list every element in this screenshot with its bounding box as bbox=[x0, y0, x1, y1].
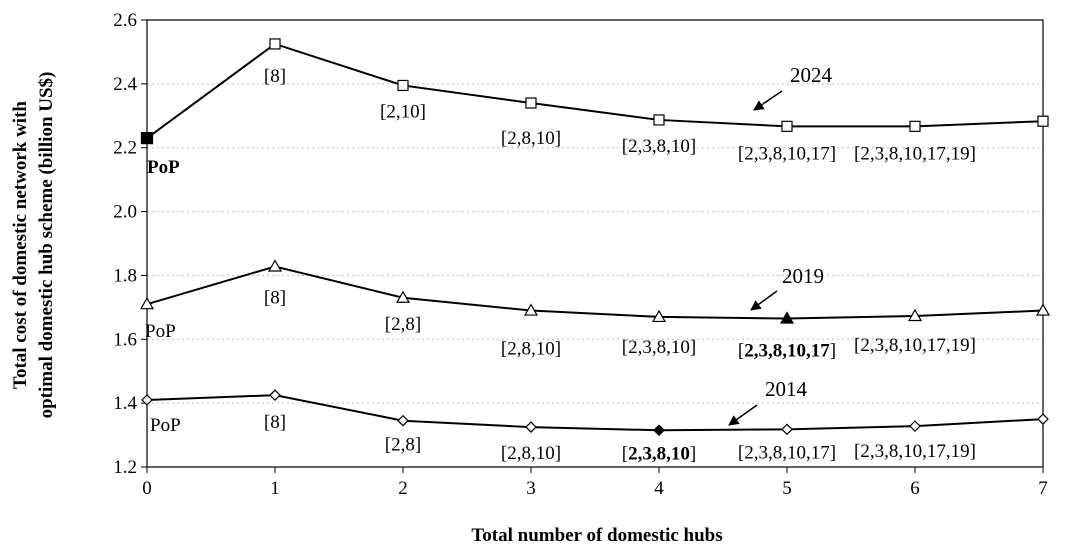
y-tick-label: 2.4 bbox=[113, 74, 137, 95]
axes-layer: 1.2 1.4 1.6 1.8 2.0 2.2 2.4 2.6 0 1 2 3 4 5 6 7 bbox=[113, 10, 1048, 499]
series-2019-point bbox=[395, 290, 411, 303]
series-2019-point bbox=[1035, 303, 1051, 316]
series-2019-point bbox=[139, 296, 155, 310]
x-tick-label: 3 bbox=[526, 478, 536, 499]
series-2019-point bbox=[779, 311, 795, 324]
point-label-2014: [2,8,10] bbox=[501, 443, 561, 464]
series-2014-point bbox=[397, 414, 409, 427]
point-label-2019: [2,3,8,10] bbox=[622, 337, 696, 358]
x-tick-label: 0 bbox=[142, 478, 152, 499]
y-axis-title-line-2: optimal domestic hub scheme (billion US$… bbox=[36, 72, 57, 419]
point-label-2019: [2,8,10] bbox=[501, 339, 561, 360]
bracket-close: ] bbox=[830, 341, 836, 362]
bracket-open: [ bbox=[738, 341, 744, 362]
x-tick-label: 2 bbox=[398, 478, 408, 499]
y-tick-label: 1.4 bbox=[113, 393, 137, 414]
x-tick-label: 1 bbox=[270, 478, 280, 499]
point-label-2014: [2,3,8,10,17] bbox=[738, 442, 836, 463]
series-2019-point bbox=[907, 308, 923, 322]
point-label-2024: [8] bbox=[264, 66, 286, 87]
series-2014-point bbox=[141, 394, 153, 406]
series-2014-point bbox=[525, 421, 537, 433]
bold-hub-set: 2,3,8,10,17 bbox=[744, 341, 830, 362]
point-label-2024: PoP bbox=[147, 157, 180, 178]
series-layer bbox=[139, 38, 1051, 437]
x-tick-label: 5 bbox=[782, 478, 792, 499]
series-2024-point bbox=[397, 79, 409, 92]
point-label-2014: [2,3,8,10] bbox=[622, 443, 696, 464]
series-name-2014: 2014 bbox=[765, 377, 808, 401]
point-label-2014: PoP bbox=[150, 415, 181, 436]
point-label-2024: [2,8,10] bbox=[501, 128, 561, 149]
point-label-2024: [2,3,8,10] bbox=[622, 136, 696, 157]
series-2019-point bbox=[267, 259, 283, 272]
point-label-2024: [2,10] bbox=[380, 101, 426, 122]
y-tick-label: 2.6 bbox=[113, 10, 137, 31]
labels-layer: PoP[8][2,10][2,8,10] [2,3,8,10] [2,3,8,10,… bbox=[145, 63, 976, 464]
point-label-2024: [2,3,8,10,17,19] bbox=[854, 143, 976, 164]
bracket-open: [ bbox=[622, 443, 628, 464]
series-arrow-2024 bbox=[753, 90, 783, 111]
series-arrow-2014 bbox=[728, 404, 758, 426]
x-tick-label: 4 bbox=[654, 478, 664, 499]
point-label-2019: [8] bbox=[264, 287, 286, 308]
series-name-2019: 2019 bbox=[782, 264, 824, 288]
point-label-2024: [2,3,8,10,17] bbox=[738, 143, 836, 164]
series-2019-point bbox=[651, 309, 667, 323]
series-2014-point bbox=[781, 423, 793, 436]
series-2014-point bbox=[269, 389, 281, 402]
y-tick-label: 2.2 bbox=[113, 138, 137, 159]
series-2024-point bbox=[781, 120, 793, 132]
point-label-2014: [2,8] bbox=[385, 435, 421, 456]
series-2014-point bbox=[1037, 413, 1049, 425]
point-label-2014: [8] bbox=[264, 412, 286, 433]
series-name-2024: 2024 bbox=[790, 63, 833, 87]
bracket-close: ] bbox=[690, 443, 696, 464]
series-2019-point bbox=[523, 303, 539, 316]
series-arrow-2019 bbox=[750, 290, 778, 311]
plot-frame bbox=[146, 19, 1044, 468]
series-line-2024 bbox=[146, 42, 1044, 139]
y-tick-label: 1.6 bbox=[113, 329, 137, 350]
point-label-2019: [2,8] bbox=[385, 314, 421, 335]
point-label-2014: [2,3,8,10,17,19] bbox=[854, 441, 976, 462]
series-2024-point bbox=[269, 38, 281, 50]
y-tick-label: 1.2 bbox=[113, 457, 137, 478]
x-axis-title: Total number of domestic hubs bbox=[471, 525, 722, 546]
point-label-2019: [2,3,8,10,17,19] bbox=[854, 335, 976, 356]
y-tick-label: 2.0 bbox=[113, 202, 137, 223]
y-tick-label: 1.8 bbox=[113, 265, 137, 286]
point-label-2019: PoP bbox=[145, 321, 176, 342]
x-tick-label: 7 bbox=[1038, 478, 1048, 499]
series-2024-point bbox=[140, 132, 154, 145]
y-axis-title-line-1: Total cost of domestic network with bbox=[10, 101, 31, 389]
series-2024-point bbox=[525, 97, 537, 109]
series-2014-point bbox=[909, 420, 921, 432]
point-label-2019: [2,3,8,10,17] bbox=[738, 341, 836, 362]
series-2014-point bbox=[653, 424, 665, 437]
series-line-2019 bbox=[146, 265, 1044, 320]
series-2024-point bbox=[1037, 115, 1049, 127]
series-2024-point bbox=[909, 120, 921, 132]
bold-hub-set: 2,3,8,10 bbox=[628, 443, 690, 464]
series-2024-point bbox=[653, 114, 665, 126]
x-tick-label: 6 bbox=[910, 478, 920, 499]
series-line-2014 bbox=[146, 394, 1044, 432]
